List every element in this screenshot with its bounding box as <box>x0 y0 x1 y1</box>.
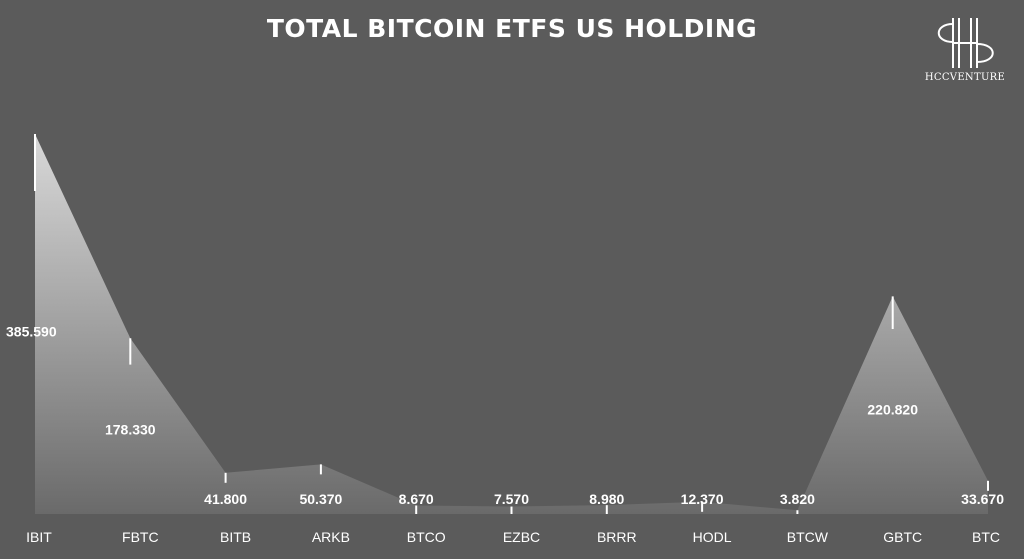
x-tick-bitb: BITB <box>220 529 251 545</box>
value-label-arkb: 50.370 <box>299 491 342 507</box>
value-label-btcw: 3.820 <box>780 491 815 507</box>
x-tick-gbtc: GBTC <box>883 529 922 545</box>
value-label-ezbc: 7.570 <box>494 491 529 507</box>
hccventure-logo: HCCVENTURE <box>920 12 1010 96</box>
value-label-btco: 8.670 <box>399 491 434 507</box>
logo-text: HCCVENTURE <box>924 72 1006 83</box>
value-label-ibit: 385.590 <box>6 324 57 340</box>
x-tick-btc: BTC <box>972 529 1000 545</box>
drop-lines <box>34 134 989 514</box>
x-tick-arkb: ARKB <box>312 529 350 545</box>
value-label-brrr: 8.980 <box>589 491 624 507</box>
x-tick-btcw: BTCW <box>787 529 829 545</box>
x-tick-hodl: HODL <box>693 529 732 545</box>
value-label-fbtc: 178.330 <box>105 422 156 438</box>
x-tick-ezbc: EZBC <box>503 529 540 545</box>
logo-icon <box>937 18 994 68</box>
x-tick-btco: BTCO <box>407 529 446 545</box>
area-fill <box>35 134 988 514</box>
value-label-btc: 33.670 <box>961 491 1004 507</box>
x-tick-ibit: IBIT <box>26 529 52 545</box>
value-label-bitb: 41.800 <box>204 491 247 507</box>
value-label-gbtc: 220.820 <box>867 402 918 418</box>
x-axis-tick-labels: IBIT FBTC BITB ARKB BTCO EZBC BRRR HODL BTCW GBTC… <box>26 529 1000 545</box>
value-labels: 385.590 178.330 41.800 50.370 8.670 7.570 8.98… <box>6 324 1004 507</box>
x-tick-fbtc: FBTC <box>122 529 159 545</box>
x-tick-brrr: BRRR <box>597 529 637 545</box>
value-label-hodl: 12.370 <box>681 491 724 507</box>
chart-title: TOTAL BITCOIN ETFS US HOLDING <box>266 14 758 43</box>
